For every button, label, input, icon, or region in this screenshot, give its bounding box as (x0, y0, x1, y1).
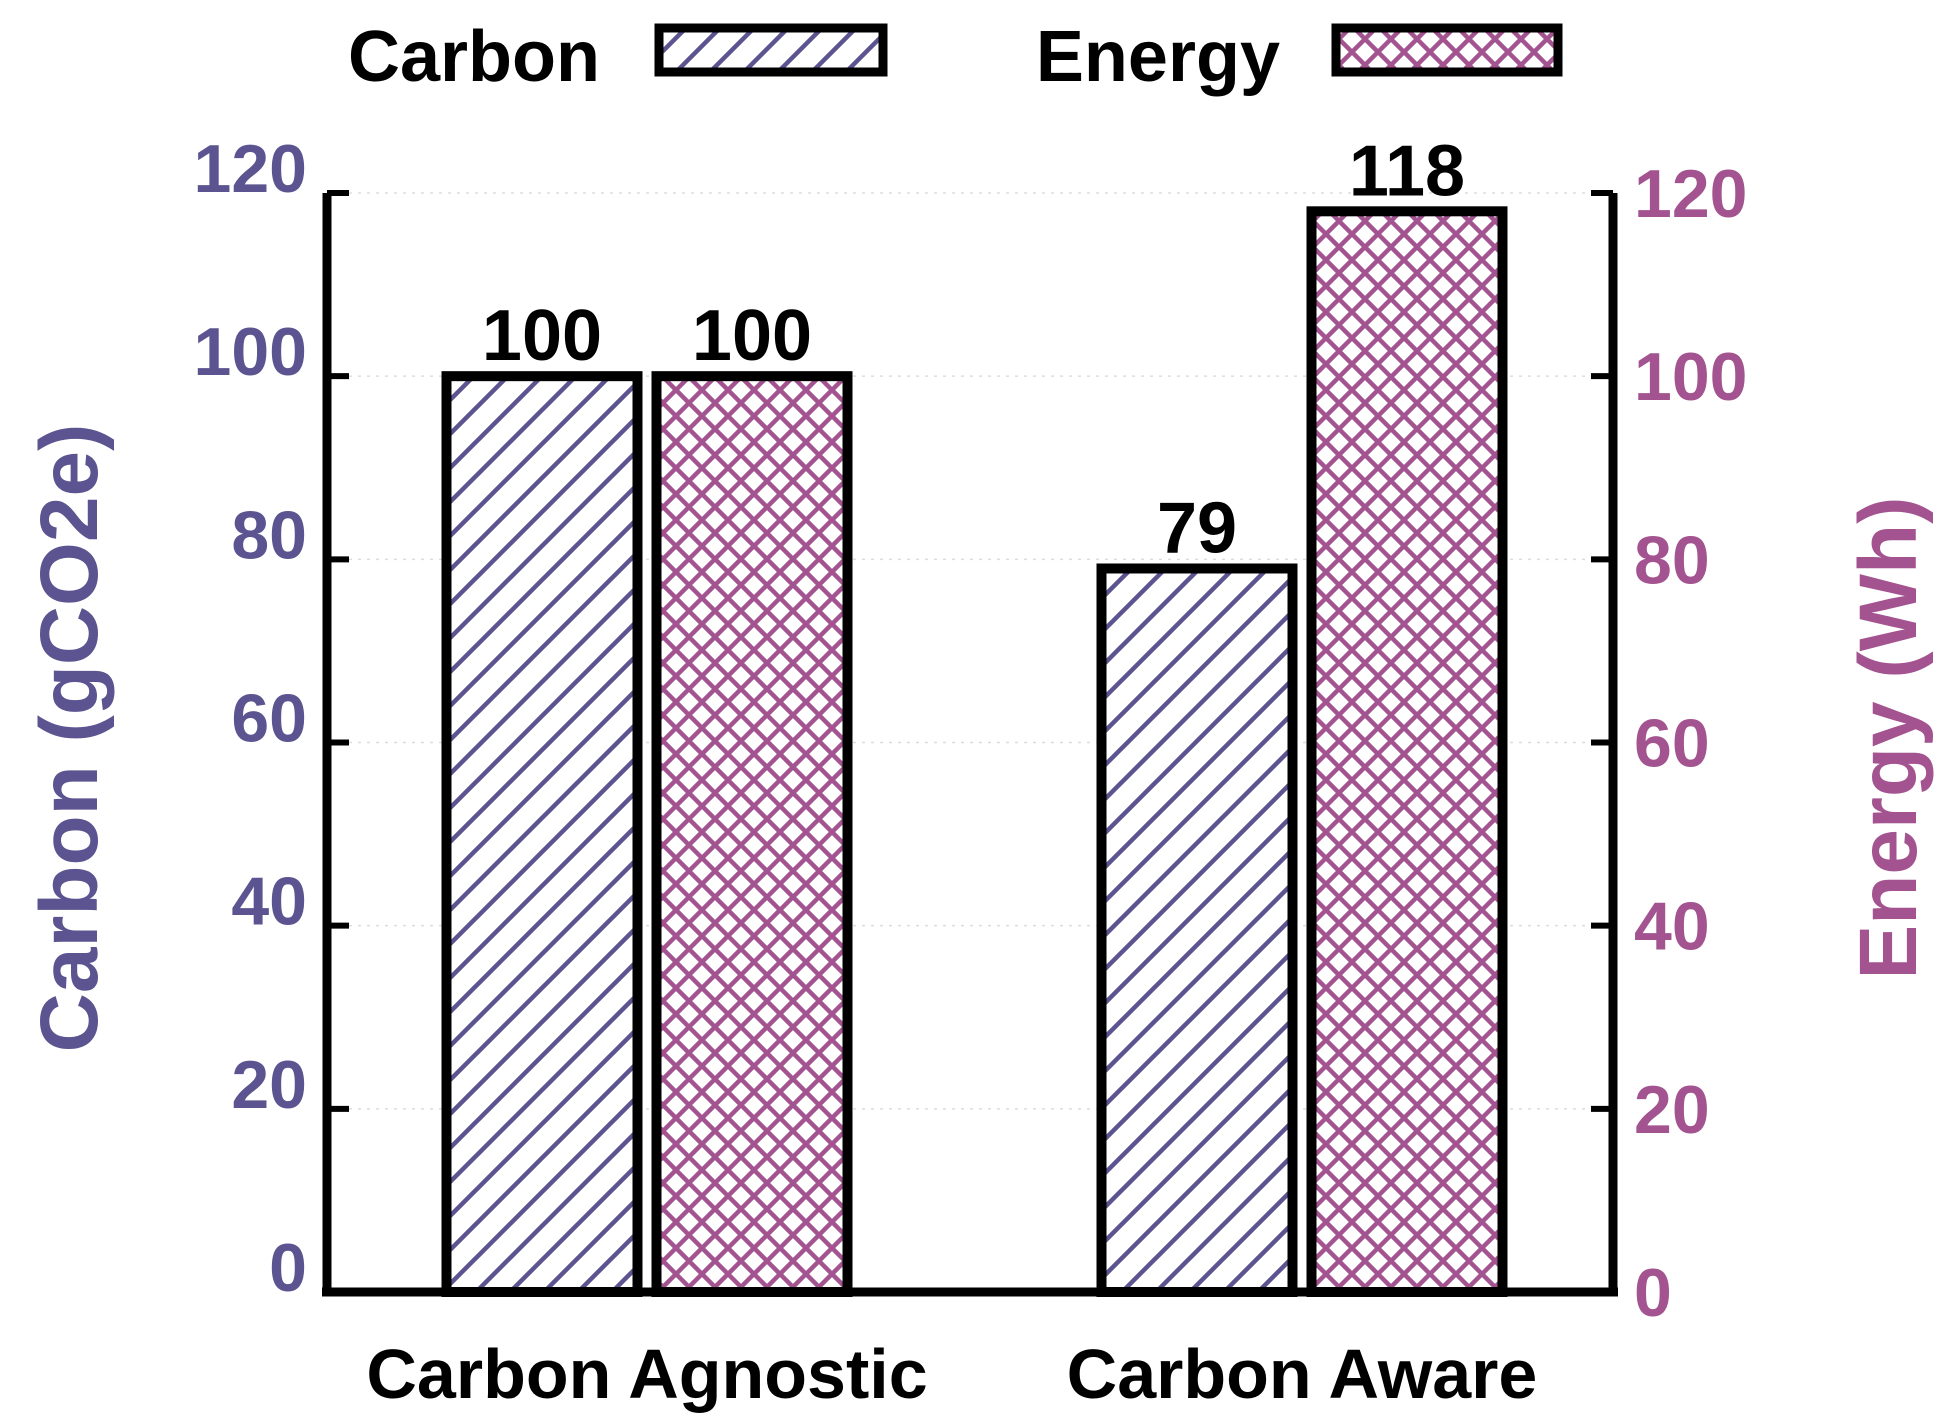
data-label: 100 (482, 296, 602, 376)
left-tick-label: 0 (269, 1230, 307, 1306)
right-tick-label: 20 (1634, 1072, 1710, 1148)
legend-swatch-carbon (654, 23, 888, 77)
category-label: Carbon Aware (1067, 1335, 1538, 1413)
legend-label-energy: Energy (1036, 17, 1280, 97)
right-axis-ticks: 0 20 40 60 80 100 120 (1591, 156, 1747, 1331)
right-tick-label: 60 (1634, 706, 1710, 782)
bar-carbon-carbon-agnostic (441, 371, 643, 1297)
left-tick-label: 40 (231, 864, 307, 940)
category-label: Carbon Agnostic (366, 1335, 927, 1413)
right-tick-label: 100 (1634, 339, 1747, 415)
right-tick-label: 40 (1634, 889, 1710, 965)
right-tick-label: 0 (1634, 1255, 1672, 1331)
bars (441, 206, 1508, 1298)
bar-energy-carbon-aware (1306, 206, 1508, 1298)
left-tick-label: 60 (231, 681, 307, 757)
legend: Carbon Energy (348, 17, 1563, 97)
legend-swatch-energy (1331, 23, 1563, 77)
category-labels: Carbon Agnostic Carbon Aware (366, 1335, 1537, 1413)
right-tick-label: 80 (1634, 522, 1710, 598)
y-axis-title: Carbon (gCO2e) (24, 424, 115, 1053)
left-tick-label: 100 (194, 314, 307, 390)
legend-label-carbon: Carbon (348, 17, 600, 97)
data-labels: 100 100 79 118 (482, 131, 1465, 568)
y2-axis-title: Energy (Wh) (1843, 497, 1934, 980)
bar-energy-carbon-agnostic (651, 371, 853, 1297)
left-tick-label: 20 (231, 1047, 307, 1123)
bar-carbon-carbon-aware (1096, 563, 1298, 1297)
right-tick-label: 120 (1634, 156, 1747, 232)
left-tick-label: 120 (194, 131, 307, 207)
data-label: 100 (692, 296, 812, 376)
left-tick-label: 80 (231, 497, 307, 573)
left-axis-ticks: 0 20 40 60 80 100 120 (194, 131, 349, 1306)
data-label: 79 (1157, 488, 1237, 568)
data-label: 118 (1349, 131, 1465, 211)
